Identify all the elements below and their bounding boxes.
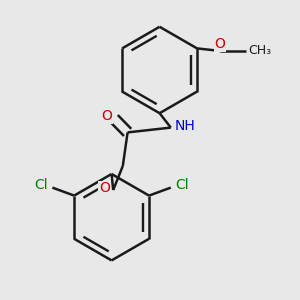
Text: O: O <box>102 109 112 123</box>
Text: O: O <box>99 182 110 195</box>
Text: Cl: Cl <box>175 178 189 192</box>
Text: Cl: Cl <box>34 178 48 192</box>
Text: O: O <box>214 37 226 51</box>
Text: NH: NH <box>175 119 195 133</box>
Text: CH₃: CH₃ <box>248 44 271 57</box>
